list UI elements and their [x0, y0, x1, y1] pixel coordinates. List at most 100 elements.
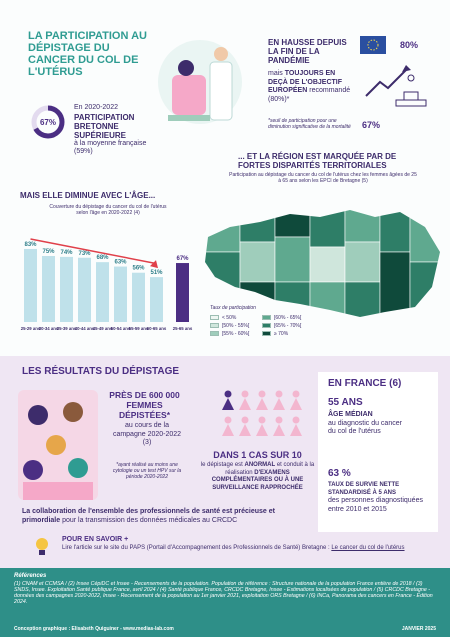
- intro-headline: PARTICIPATION BRETONNE SUPÉRIEURE: [74, 112, 135, 140]
- trend-text-bold: TOUJOURS EN DEÇÀ DE L'OBJECTIF EUROPÉEN: [268, 70, 343, 94]
- bar: [114, 266, 127, 322]
- woman-head: [292, 416, 300, 424]
- value-label: 51%: [150, 270, 163, 276]
- value-label: 73%: [78, 251, 91, 257]
- value-label: 68%: [96, 255, 109, 261]
- map: [205, 210, 440, 317]
- woman-body: [222, 424, 234, 436]
- value-label: 75%: [42, 249, 55, 255]
- map-title: ... ET LA RÉGION EST MARQUÉE PAR DE FORT…: [238, 152, 397, 170]
- x-tick-label: 25-65 ans: [173, 326, 193, 331]
- survival-desc: des personnes diagnostiquées entre 2010 …: [328, 497, 423, 513]
- legend-label: [65% - 70%[: [274, 322, 302, 329]
- legend-item: ≥ 70%: [262, 330, 310, 337]
- more-link[interactable]: Le cancer du col de l'utérus: [331, 545, 405, 551]
- woman-body: [256, 424, 268, 436]
- lightbulb-icon: [36, 538, 48, 555]
- bar: [176, 263, 189, 322]
- france-title: EN FRANCE (6): [328, 378, 402, 389]
- abnormal-title: DANS 1 CAS SUR 10: [213, 450, 302, 460]
- trend-text-start: mais: [268, 70, 283, 77]
- woman-body: [290, 398, 302, 410]
- woman-head: [241, 416, 249, 424]
- median-desc: au diagnostic du cancer du col de l'utér…: [328, 419, 402, 436]
- value-label: 74%: [60, 250, 73, 256]
- x-tick-label: 45-49 ans: [93, 326, 113, 331]
- map-legend: < 50% [50% - 55%[[55% - 60%[ [60% - 65%[[6…: [210, 314, 310, 337]
- x-tick-label: 25-29 ans: [21, 326, 41, 331]
- screened-title: PRÈS DE 600 000 FEMMES DÉPISTÉES*: [109, 390, 180, 420]
- survival-text: TAUX DE SURVIE NETTE STANDARDISÉ À 5 ANS…: [328, 482, 433, 514]
- x-tick-label: 55-59 ans: [129, 326, 149, 331]
- median-age: 55 ANS: [328, 397, 363, 408]
- page-title: LA PARTICIPATION AU DÉPISTAGE DU CANCER …: [28, 30, 147, 78]
- legend-swatch: [210, 315, 219, 320]
- woman-head: [241, 390, 249, 398]
- legend-label: [60% - 65%[: [274, 314, 302, 321]
- legend-label: [55% - 60%[: [222, 330, 250, 337]
- survival: 63 %: [328, 468, 351, 479]
- legend-swatch: [262, 323, 271, 328]
- woman-body: [222, 398, 234, 410]
- objective-label: 80%: [400, 40, 419, 50]
- france-panel: [318, 372, 438, 532]
- survival-label: TAUX DE SURVIE NETTE STANDARDISÉ À 5 ANS: [328, 482, 400, 496]
- references: (1) CNAM et CCMSA / (2) Insee CépiDC et …: [14, 580, 433, 606]
- bar: [24, 248, 37, 322]
- women-icons: [222, 390, 302, 436]
- value-label: 56%: [132, 266, 145, 272]
- donut-label: 67%: [39, 118, 56, 127]
- legend-item: [65% - 70%[: [262, 322, 310, 329]
- x-tick-label: 60-65 ans: [147, 326, 167, 331]
- legend-item: [55% - 60%[: [210, 330, 258, 337]
- credit: Conception graphique : Elisabeth Quiguin…: [14, 626, 174, 632]
- legend-item: [50% - 55%[: [210, 322, 258, 329]
- woman-head: [224, 390, 232, 398]
- x-tick-label: 30-34 ans: [39, 326, 59, 331]
- legend-swatch: [262, 331, 271, 336]
- more-text: Lire l'article sur le site du PAPS (Port…: [62, 545, 422, 553]
- trend-text-end: recommandé (80%)*: [268, 87, 351, 103]
- intro-text: En 2020-2022 PARTICIPATION BRETONNE SUPÉ…: [74, 104, 154, 157]
- x-tick-label: 50-54 ans: [111, 326, 131, 331]
- trend-title: EN HAUSSE DEPUIS LA FIN DE LA PANDÉMIE: [268, 38, 347, 65]
- trend-arrowhead: [150, 260, 158, 269]
- bar-chart: MAIS ELLE DIMINUE AVEC L'ÂGE... 83% 25-29…: [20, 191, 193, 331]
- references-title: Références: [14, 573, 47, 579]
- legend-item: [60% - 65%[: [262, 314, 310, 321]
- more-desc: Lire l'article sur le site du PAPS (Port…: [62, 545, 330, 551]
- trend-note: *seuil de participation pour une diminut…: [268, 118, 351, 130]
- trend-arrow: [30, 238, 155, 264]
- screened-note: *ayant réalisé au moins une cytologie ou…: [112, 462, 182, 480]
- bar: [96, 262, 109, 322]
- median-text: ÂGE MÉDIAN au diagnostic du cancer du co…: [328, 411, 408, 437]
- footer: Références (1) CNAM et CCMSA / (2) Insee…: [0, 568, 450, 637]
- woman-body: [273, 424, 285, 436]
- x-tick-label: 40-44 ans: [75, 326, 95, 331]
- value-label: 67%: [176, 256, 189, 262]
- legend-item: < 50%: [210, 314, 258, 321]
- legend-label: < 50%: [222, 314, 237, 321]
- legend-label: [50% - 55%[: [222, 322, 250, 329]
- trend-icons: [360, 36, 427, 107]
- trend-text: mais TOUJOURS EN DEÇÀ DE L'OBJECTIF EURO…: [268, 70, 353, 104]
- bar: [132, 272, 145, 322]
- legend-swatch: [210, 331, 219, 336]
- date: JANVIER 2025: [401, 626, 436, 632]
- bar: [42, 256, 55, 322]
- screened-text: au cours de la campagne 2020-2022 (3): [112, 422, 182, 446]
- bar: [150, 277, 163, 322]
- woman-body: [256, 398, 268, 410]
- current-label: 67%: [362, 120, 381, 130]
- woman-head: [292, 390, 300, 398]
- legend-label: ≥ 70%: [274, 330, 289, 337]
- x-tick-label: 35-39 ans: [57, 326, 77, 331]
- abnormal-text-start: le dépistage est: [200, 462, 243, 468]
- collab-rest: pour la transmission des données médical…: [62, 516, 238, 524]
- woman-body: [273, 398, 285, 410]
- chart-subtitle: Couverture du dépistage du cancer du col…: [49, 204, 167, 216]
- women-illustration: [18, 390, 98, 500]
- legend-swatch: [210, 323, 219, 328]
- legend-swatch: [262, 315, 271, 320]
